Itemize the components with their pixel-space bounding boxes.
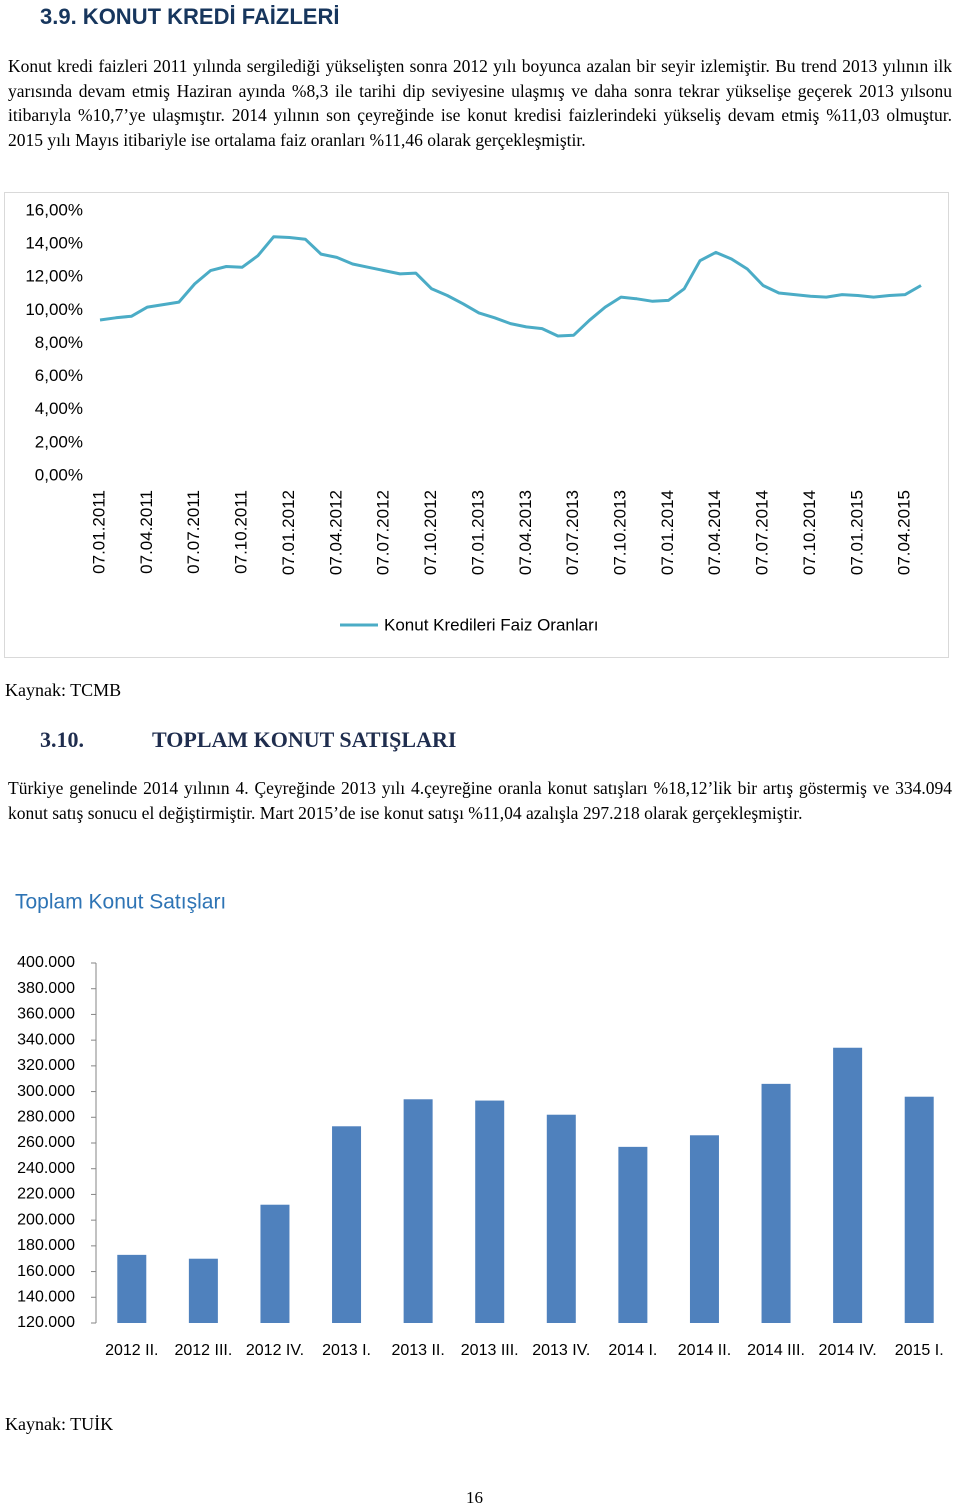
x-tick-label: 2012 II. [105,1342,158,1359]
paragraph: Türkiye genelinde 2014 yılının 4. Çeyreğ… [8,778,952,823]
y-tick-label: 120.000 [17,1314,75,1331]
section-number: 3.10. [40,727,84,752]
bar [188,1258,218,1323]
x-tick-label: 2013 III. [461,1342,519,1359]
y-tick-label: 260.000 [17,1134,75,1151]
y-tick-label: 320.000 [17,1057,75,1074]
y-tick-label: 4,00% [35,399,83,418]
y-tick-label: 180.000 [17,1237,75,1254]
x-tick-label: 07.01.2011 [89,490,108,574]
bar [689,1135,719,1323]
x-tick-label: 07.01.2015 [847,490,866,575]
x-tick-label: 07.04.2012 [326,490,345,575]
x-tick-label: 07.01.2012 [279,490,298,575]
x-tick-label: 2014 IV. [819,1342,877,1359]
x-tick-label: 07.10.2014 [800,490,819,575]
section-heading: TOPLAM KONUT SATIŞLARI [152,727,457,752]
section-heading: 3.9. KONUT KREDİ FAİZLERİ [40,4,340,29]
bar [260,1204,290,1323]
data-line [99,235,922,338]
y-tick-label: 280.000 [17,1109,75,1126]
bar [833,1047,863,1323]
chart-frame [4,192,949,658]
x-tick-label: 07.07.2013 [563,490,582,575]
y-tick-label: 140.000 [17,1289,75,1306]
bar [117,1254,147,1323]
source: Kaynak: TCMB [5,680,122,700]
x-tick-label: 07.01.2014 [658,490,677,575]
y-tick-label: 300.000 [17,1083,75,1100]
x-tick-label: 2014 III. [747,1342,805,1359]
x-tick-label: 07.07.2014 [753,490,772,575]
y-tick-label: 0,00% [35,465,83,484]
bar [618,1146,648,1323]
bar [546,1114,576,1323]
y-tick-label: 340.000 [17,1031,75,1048]
x-tick-label: 07.04.2015 [895,490,914,575]
y-tick-label: 240.000 [17,1160,75,1177]
x-tick-label: 07.10.2011 [232,490,251,574]
x-tick-label: 07.04.2013 [516,490,535,575]
paragraph: Konut kredi faizleri 2011 yılında sergil… [8,56,952,150]
y-tick-label: 6,00% [35,366,83,385]
y-tick-label: 14,00% [25,234,83,253]
x-tick-label: 07.04.2011 [137,490,156,574]
y-tick-label: 2,00% [35,432,83,451]
y-tick-label: 10,00% [25,300,83,319]
y-tick-label: 220.000 [17,1186,75,1203]
y-tick-label: 8,00% [35,333,83,352]
source: Kaynak: TUİK [5,1414,114,1434]
page-number: 16 [466,1488,483,1507]
bar [403,1099,433,1323]
x-tick-label: 2012 IV. [246,1342,304,1359]
bar [904,1096,934,1323]
bar [475,1100,505,1323]
y-tick-label: 380.000 [17,980,75,997]
y-tick-label: 360.000 [17,1006,75,1023]
x-tick-label: 2014 II. [678,1342,731,1359]
x-tick-label: 2015 I. [895,1342,944,1359]
x-tick-label: 07.01.2013 [468,490,487,575]
x-tick-label: 07.07.2012 [374,490,393,575]
y-tick-label: 16,00% [25,200,83,219]
y-tick-label: 400.000 [17,954,75,971]
x-tick-label: 2013 II. [391,1342,444,1359]
bar [332,1126,362,1323]
x-tick-label: 07.07.2011 [184,490,203,574]
bar [761,1083,791,1323]
chart-title: Toplam Konut Satışları [15,891,226,914]
x-tick-label: 2013 IV. [532,1342,590,1359]
x-tick-label: 2013 I. [322,1342,371,1359]
y-tick-label: 160.000 [17,1263,75,1280]
x-tick-label: 07.04.2014 [705,490,724,575]
legend-label: Konut Kredileri Faiz Oranları [384,615,598,634]
x-tick-label: 07.10.2012 [421,490,440,575]
x-tick-label: 2012 III. [174,1342,232,1359]
x-tick-label: 07.10.2013 [611,490,630,575]
x-tick-label: 2014 I. [608,1342,657,1359]
y-tick-label: 12,00% [25,267,83,286]
y-tick-label: 200.000 [17,1211,75,1228]
